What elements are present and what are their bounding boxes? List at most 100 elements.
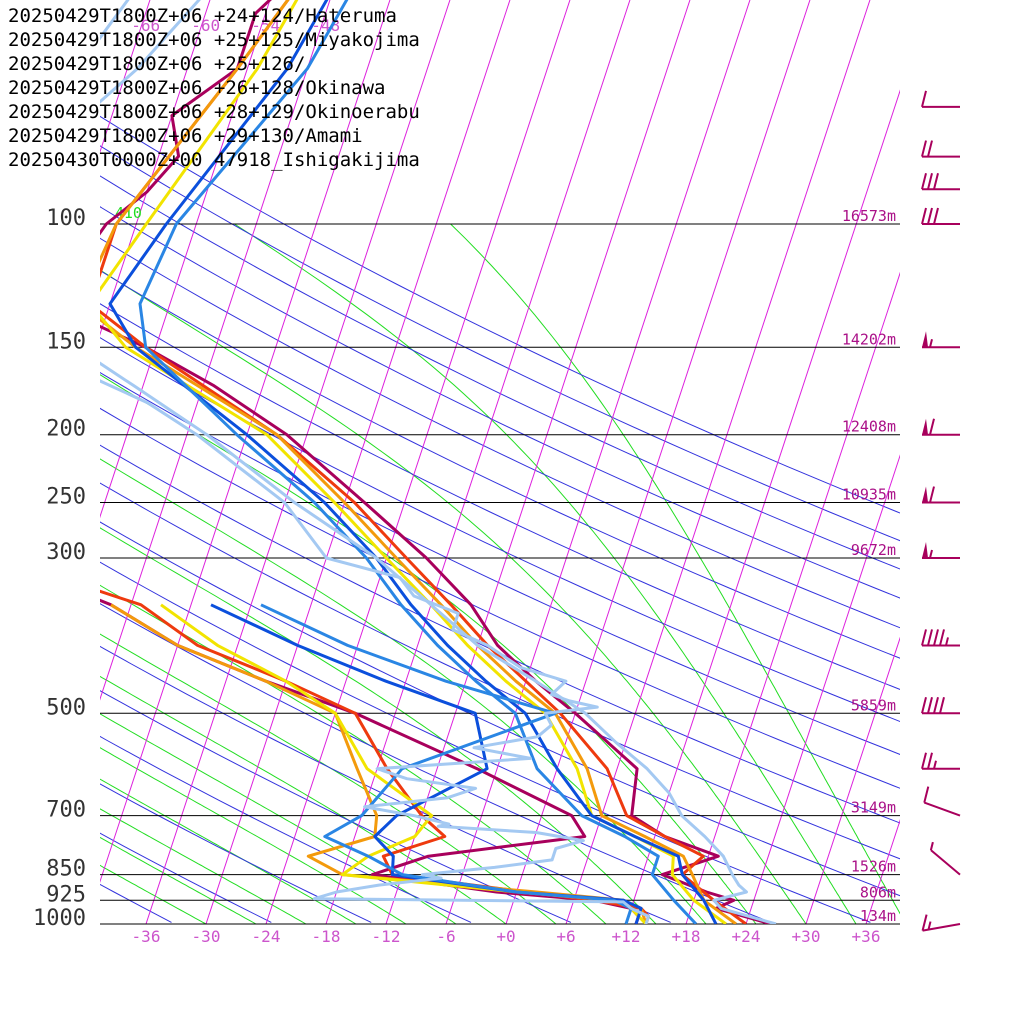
x-tick-label: -24 bbox=[252, 927, 281, 946]
dry-adiabat-line bbox=[100, 303, 900, 690]
isotherm-line bbox=[926, 0, 1024, 924]
x-tick-label: +0 bbox=[496, 927, 515, 946]
dry-adiabat-line bbox=[100, 444, 900, 824]
x-tick-label: +12 bbox=[612, 927, 641, 946]
wind-barb bbox=[922, 541, 960, 559]
legend-entry-okinawa: 20250429T1800Z+06 +26+128/Okinawa bbox=[8, 77, 386, 99]
x-tick-label: -30 bbox=[192, 927, 221, 946]
pressure-label: 150 bbox=[46, 329, 86, 354]
height-label: 9672m bbox=[851, 541, 896, 559]
pressure-label: 200 bbox=[46, 417, 86, 442]
dry-adiabat-line bbox=[100, 482, 900, 860]
wind-barb bbox=[921, 752, 960, 770]
dry-adiabat-line bbox=[100, 371, 900, 755]
wind-barb bbox=[922, 331, 960, 349]
wind-barb bbox=[921, 697, 960, 715]
legend-entry-hateruma: 20250429T1800Z+06 +24+124/Hateruma bbox=[8, 5, 397, 27]
pressure-label: 300 bbox=[46, 540, 86, 565]
height-label: 3149m bbox=[851, 799, 896, 817]
pressure-label: 100 bbox=[46, 206, 86, 231]
moist-adiabats bbox=[100, 223, 900, 924]
isotherm-line bbox=[865, 819, 900, 924]
x-tick-label: +36 bbox=[852, 927, 881, 946]
pressure-label: 500 bbox=[46, 695, 86, 720]
legend: 20250429T1800Z+06 +24+124/Hateruma 20250… bbox=[8, 4, 420, 172]
dry-adiabat-line bbox=[100, 337, 900, 723]
height-label: 806m bbox=[860, 883, 896, 901]
dry-adiabat-line bbox=[100, 561, 871, 923]
height-label: 1526m bbox=[851, 858, 896, 876]
isotherm-line bbox=[445, 0, 751, 924]
series-3-temperature-line bbox=[100, 0, 727, 924]
wind-barb bbox=[923, 786, 961, 817]
legend-entry-miyakojima: 20250429T1800Z+06 +25+125/Miyakojima bbox=[8, 29, 420, 51]
x-tick-label: -36 bbox=[132, 927, 161, 946]
pressure-label: 850 bbox=[46, 857, 86, 882]
series-4-dewpoint-line bbox=[210, 603, 643, 924]
moist-adiabat-line bbox=[450, 223, 900, 915]
x-tick-label: +18 bbox=[672, 927, 701, 946]
dry-adiabat-line bbox=[100, 603, 771, 923]
x-tick-label: -6 bbox=[436, 927, 455, 946]
pressure-label: 250 bbox=[46, 485, 86, 510]
isotherm-line bbox=[0, 0, 7, 924]
wind-barb bbox=[921, 207, 960, 225]
pressure-label: 925 bbox=[46, 882, 86, 907]
axis-labels: 100 16573m 150 14202m 200 12408m 250 10935m 300 9… bbox=[33, 16, 896, 946]
legend-entry-unnamed: 20250429T1800Z+06 +25+126/ bbox=[8, 53, 306, 75]
moist-adiabat-line bbox=[234, 223, 857, 924]
isotherm-label: -66 bbox=[131, 16, 160, 35]
pressure-label: 700 bbox=[46, 798, 86, 823]
series-1-temperature-line bbox=[100, 0, 747, 924]
sounding-series bbox=[100, 0, 777, 924]
wind-barb bbox=[921, 629, 960, 647]
wind-barb bbox=[921, 914, 961, 932]
series-5-dewpoint-line bbox=[260, 603, 633, 924]
dry-adiabat-line bbox=[100, 115, 900, 514]
wind-barb bbox=[929, 841, 961, 876]
x-tick-label: -18 bbox=[312, 927, 341, 946]
series-2-temperature-line bbox=[100, 0, 737, 924]
moist-adiabat-line bbox=[100, 269, 807, 924]
pressure-label: 1000 bbox=[33, 906, 86, 931]
legend-entry-amami: 20250429T1800Z+06 +29+130/Amami bbox=[8, 125, 363, 147]
x-tick-label: +24 bbox=[732, 927, 761, 946]
series-6-temperature-line bbox=[100, 0, 777, 924]
series-4-temperature-line bbox=[108, 0, 718, 924]
moist-adiabat-line bbox=[100, 584, 607, 924]
isotherm-line bbox=[745, 454, 900, 924]
series-1-dewpoint-line bbox=[100, 589, 650, 924]
height-label: 10935m bbox=[842, 486, 896, 504]
wind-barb bbox=[921, 140, 960, 158]
isotherm-label: -60 bbox=[191, 16, 220, 35]
wind-barb bbox=[922, 418, 960, 436]
x-tick-label: -12 bbox=[372, 927, 401, 946]
height-label: 14202m bbox=[842, 330, 896, 348]
height-label: 134m bbox=[860, 907, 896, 925]
isotherm-label: -48 bbox=[311, 16, 340, 35]
dry-adiabat-line bbox=[100, 145, 900, 542]
wind-barbs bbox=[921, 90, 961, 932]
height-label: 16573m bbox=[842, 207, 896, 225]
height-label: 5859m bbox=[851, 696, 896, 714]
legend-entry-okinoerabu: 20250429T1800Z+06 +28+129/Okinoerabu bbox=[8, 101, 420, 123]
dry-adiabat-line bbox=[100, 206, 900, 599]
dry-adiabat-line bbox=[100, 521, 900, 897]
series-5-temperature-line bbox=[138, 0, 698, 924]
legend-entry-ishigakijima: 20250430T0000Z+00 47918_Ishigakijima bbox=[8, 149, 420, 171]
isotherm-line bbox=[685, 271, 900, 924]
dry-adiabat-line bbox=[100, 645, 671, 923]
wind-barb bbox=[921, 173, 960, 191]
isobars bbox=[100, 223, 900, 925]
x-tick-label: +6 bbox=[556, 927, 575, 946]
series-6-dewpoint-line bbox=[100, 0, 650, 924]
dry-adiabat-line bbox=[100, 407, 900, 789]
moist-adiabat-line bbox=[100, 527, 657, 924]
isotherm-line bbox=[625, 89, 900, 924]
isotherm-line bbox=[805, 636, 900, 924]
moist-adiabat-line bbox=[100, 836, 257, 924]
wind-barb bbox=[921, 90, 960, 108]
x-tick-label: +30 bbox=[792, 927, 821, 946]
wind-barb bbox=[922, 486, 960, 504]
